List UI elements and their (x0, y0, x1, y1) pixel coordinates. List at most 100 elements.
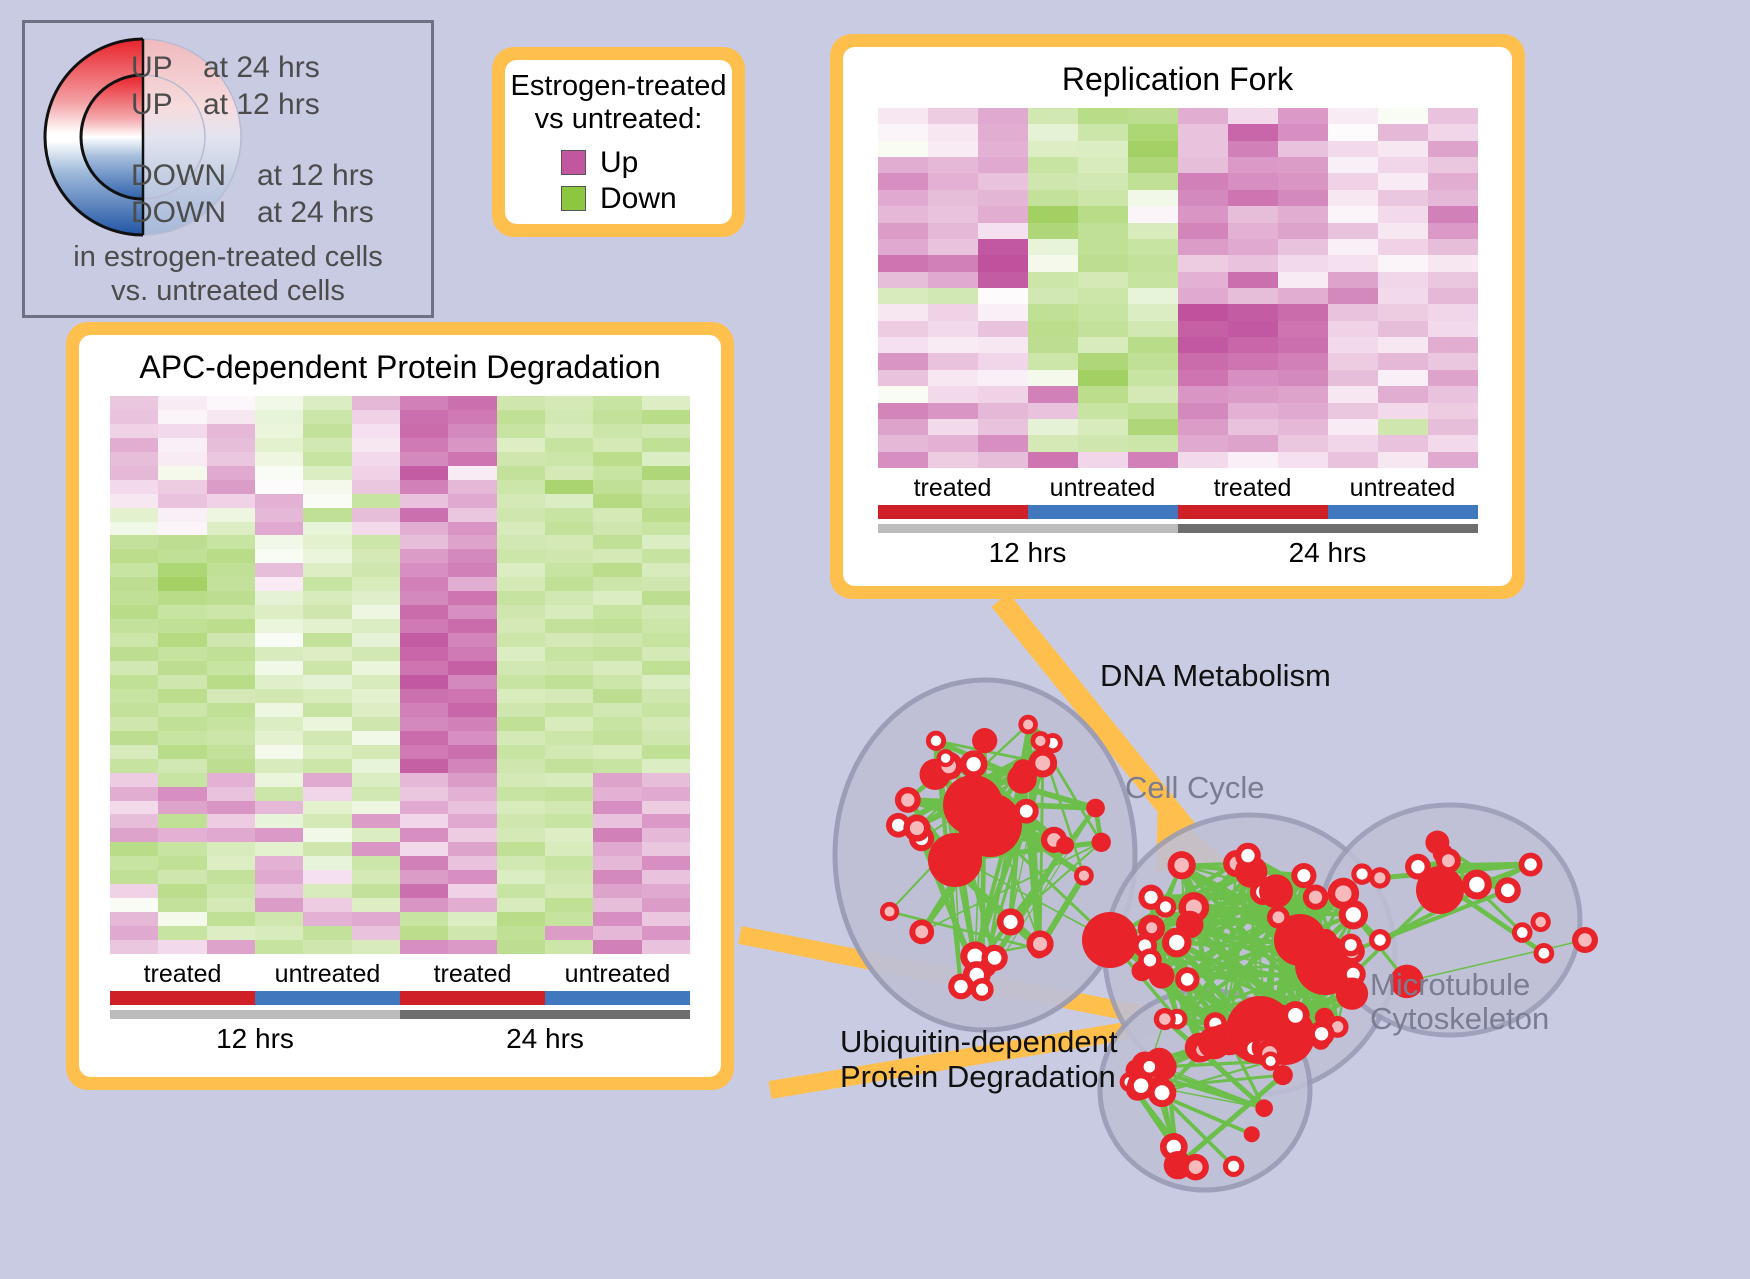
network-node[interactable] (1369, 929, 1391, 951)
network-node[interactable] (1302, 884, 1329, 910)
network-node[interactable] (1259, 874, 1293, 909)
network-node[interactable] (1311, 928, 1338, 955)
heatmap-cell (1027, 435, 1078, 452)
network-node[interactable] (928, 833, 982, 887)
network-node[interactable] (1405, 853, 1431, 880)
network-node[interactable] (925, 730, 947, 751)
heatmap-cell (977, 386, 1028, 403)
network-node[interactable] (1243, 1126, 1260, 1143)
network-node[interactable] (970, 977, 994, 1002)
network-node[interactable] (1028, 748, 1058, 778)
network-node[interactable] (1026, 930, 1054, 958)
network-node[interactable] (1267, 905, 1290, 929)
heatmap-cell (158, 730, 207, 745)
network-node[interactable] (1153, 1008, 1176, 1031)
heatmap-cell (593, 870, 642, 885)
network-node[interactable] (1416, 866, 1464, 914)
heatmap-cell (927, 238, 978, 256)
network-node[interactable] (1161, 927, 1192, 958)
network-node[interactable] (1083, 913, 1137, 967)
network-node[interactable] (1056, 836, 1075, 855)
network-node[interactable] (1511, 922, 1533, 943)
network-node[interactable] (948, 973, 974, 1000)
network-node[interactable] (1390, 964, 1424, 999)
network-node[interactable] (1235, 842, 1261, 869)
network-node[interactable] (1291, 862, 1317, 889)
heatmap-cell (351, 744, 400, 759)
network-node[interactable] (1351, 863, 1373, 885)
apc-condition-labels: treated untreated treated untreated (110, 960, 690, 989)
panel-apc-title: APC-dependent Protein Degradation (139, 349, 661, 385)
heatmap-cell (593, 661, 642, 675)
network-node[interactable] (1425, 830, 1450, 855)
heatmap-cell (977, 157, 1028, 174)
heatmap-cell (544, 702, 594, 717)
network-node[interactable] (1272, 1065, 1293, 1086)
heatmap-cell (351, 479, 400, 494)
heatmap-cell (1077, 337, 1128, 354)
heatmap-cell (448, 744, 497, 759)
network-node[interactable] (1435, 848, 1461, 874)
heatmap-cell (399, 842, 449, 857)
network-node[interactable] (1308, 1020, 1335, 1047)
network-node[interactable] (1138, 948, 1162, 973)
network-node[interactable] (1007, 763, 1037, 794)
network-node[interactable] (1013, 798, 1039, 824)
network-node[interactable] (1281, 1001, 1310, 1030)
network-node[interactable] (1314, 1007, 1335, 1028)
heatmap-cell (496, 898, 545, 913)
heatmap-cell (496, 451, 545, 466)
network-node[interactable] (1091, 832, 1111, 852)
network-node[interactable] (1073, 865, 1094, 886)
network-node[interactable] (1138, 1055, 1161, 1078)
heatmap-cell (1327, 271, 1378, 288)
up-swatch-icon (561, 150, 586, 176)
network-node[interactable] (1335, 977, 1369, 1010)
network-node[interactable] (1182, 1153, 1209, 1181)
heatmap-cell (110, 940, 159, 954)
network-node[interactable] (1141, 917, 1163, 939)
heatmap-cell (399, 465, 449, 480)
network-node[interactable] (1255, 1099, 1273, 1118)
network-node[interactable] (894, 787, 921, 813)
network-node[interactable] (1175, 967, 1200, 992)
network-node[interactable] (1222, 1155, 1245, 1178)
network-node[interactable] (1339, 933, 1363, 957)
network-node[interactable] (936, 749, 955, 768)
heatmap-cell (544, 926, 594, 941)
heatmap-cell (1377, 451, 1428, 468)
network-node[interactable] (1494, 877, 1521, 904)
network-node[interactable] (981, 944, 1008, 972)
heatmap-cell (303, 828, 352, 843)
network-node[interactable] (1018, 714, 1038, 735)
network-node[interactable] (1030, 731, 1051, 751)
network-node[interactable] (879, 901, 900, 922)
heatmap-cell (1077, 206, 1128, 223)
network-node[interactable] (959, 750, 988, 779)
network-node[interactable] (1086, 798, 1105, 818)
network-node[interactable] (1533, 942, 1555, 964)
heatmap-cell (544, 577, 594, 592)
network-node[interactable] (1327, 877, 1360, 910)
heatmap-cell (641, 437, 690, 452)
network-node[interactable] (1260, 1051, 1281, 1071)
heatmap-cell (303, 674, 352, 689)
network-node[interactable] (1530, 911, 1551, 933)
network-node[interactable] (903, 814, 931, 842)
network-node[interactable] (1369, 867, 1391, 889)
network-node[interactable] (972, 727, 998, 754)
network-node[interactable] (1197, 1026, 1231, 1060)
heatmap-cell (303, 926, 352, 941)
network-node[interactable] (1154, 896, 1177, 918)
network-node[interactable] (1461, 869, 1492, 900)
network-node[interactable] (1572, 927, 1598, 953)
network-node[interactable] (1127, 1071, 1156, 1100)
network-node[interactable] (996, 908, 1025, 936)
network-node[interactable] (1518, 852, 1543, 877)
heatmap-cell (877, 124, 928, 141)
heatmap-cell (303, 661, 352, 675)
heatmap-cell (303, 521, 352, 536)
network-node[interactable] (1167, 851, 1196, 880)
network-node[interactable] (1158, 1057, 1176, 1075)
network-node[interactable] (909, 919, 935, 945)
